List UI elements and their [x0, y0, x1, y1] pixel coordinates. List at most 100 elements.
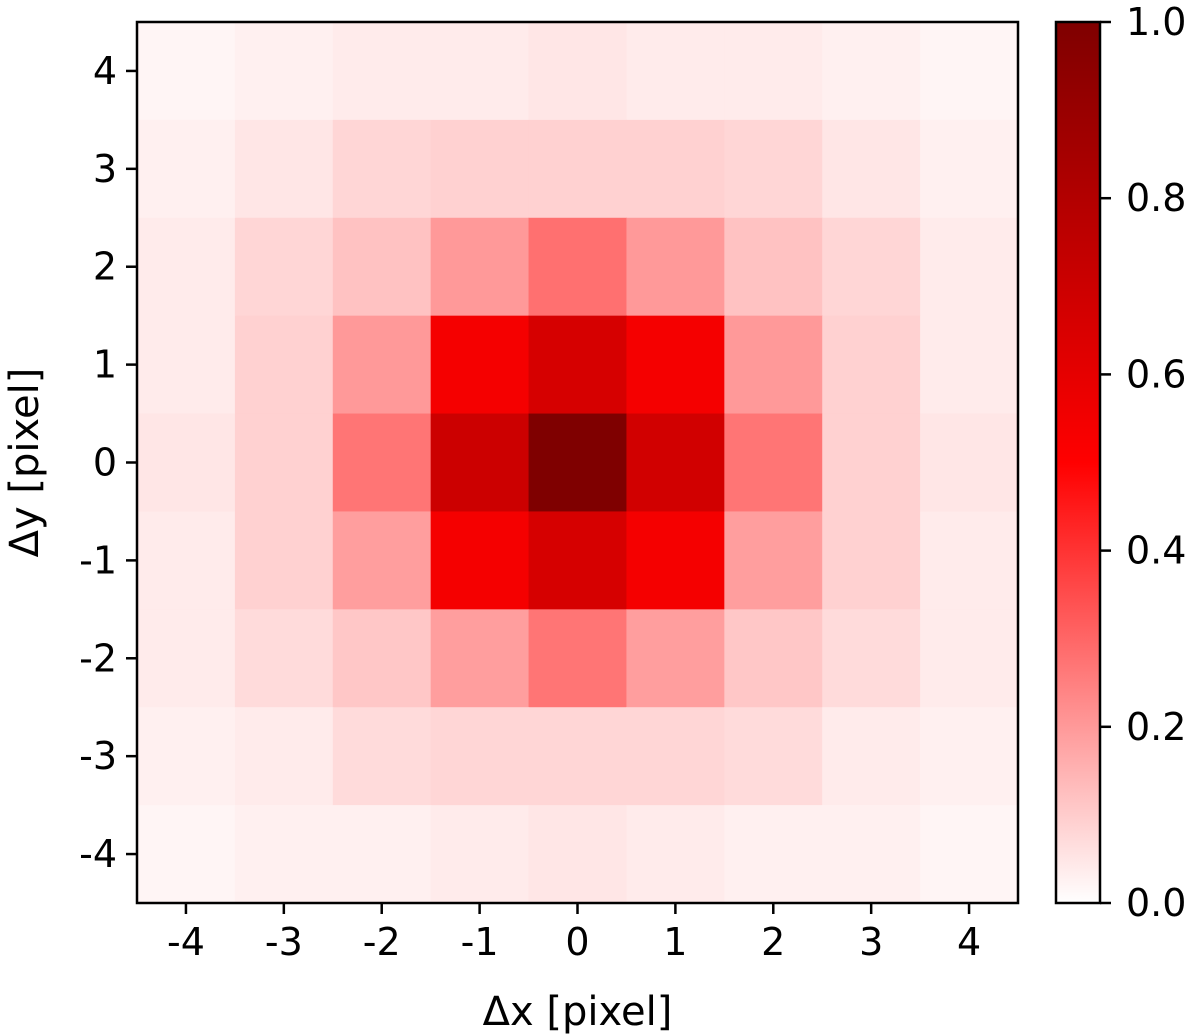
colorbar-tick-label: 0.0: [1126, 881, 1186, 925]
heatmap-cell: [430, 609, 530, 708]
heatmap-cell: [234, 315, 334, 415]
heatmap-cell: [234, 805, 334, 904]
heatmap-cell: [332, 413, 432, 513]
heatmap-cell: [234, 707, 334, 806]
colorbar-tick-label: 0.2: [1126, 705, 1186, 749]
y-tick-label: 2: [93, 245, 117, 289]
heatmap-cell: [626, 511, 725, 610]
x-tick-label: 4: [957, 920, 981, 964]
heatmap-cell: [430, 217, 530, 317]
heatmap-cell: [626, 413, 725, 513]
heatmap-cell: [332, 805, 432, 904]
heatmap-cell: [920, 609, 1019, 708]
heatmap-cell: [332, 707, 432, 806]
heatmap-cell: [528, 511, 628, 610]
colorbar-tick-label: 0.4: [1126, 529, 1186, 573]
heatmap-cell: [332, 22, 432, 121]
heatmap-cell: [430, 805, 530, 904]
heatmap-cell: [920, 511, 1019, 610]
heatmap-cell: [626, 805, 725, 904]
y-tick-label: -3: [79, 734, 117, 778]
x-tick-label: 3: [859, 920, 883, 964]
heatmap-cell: [528, 413, 628, 513]
heatmap-cell: [528, 119, 628, 219]
heatmap-cell: [332, 217, 432, 317]
colorbar-tick-label: 0.6: [1126, 352, 1186, 396]
heatmap-cell: [430, 511, 530, 610]
heatmap-cell: [234, 119, 334, 219]
heatmap-cell: [137, 609, 236, 708]
heatmap-cell: [137, 511, 236, 610]
x-tick-label: -2: [363, 920, 401, 964]
heatmap-cell: [137, 22, 236, 121]
heatmap-cell: [724, 805, 823, 904]
heatmap-cell: [137, 315, 236, 415]
heatmap-cell: [724, 119, 823, 219]
heatmap-cell: [626, 22, 725, 121]
heatmap-cell: [822, 511, 921, 610]
heatmap-cell: [430, 315, 530, 415]
heatmap-cell: [234, 217, 334, 317]
heatmap-cell: [626, 609, 725, 708]
colorbar-tick-label: 1.0: [1126, 0, 1186, 44]
heatmap-cell: [822, 217, 921, 317]
y-tick-label: 0: [93, 441, 117, 485]
heatmap-cell: [920, 217, 1019, 317]
heatmap-cell: [430, 707, 530, 806]
heatmap-cell: [626, 119, 725, 219]
heatmap-cell: [724, 217, 823, 317]
heatmap-cell: [137, 707, 236, 806]
heatmap-cell: [332, 315, 432, 415]
x-tick-label: 1: [663, 920, 687, 964]
heatmap-cell: [724, 707, 823, 806]
x-tick-label: -4: [167, 920, 205, 964]
heatmap-cell: [528, 805, 628, 904]
heatmap-cell: [430, 22, 530, 121]
heatmap-cell: [137, 413, 236, 513]
heatmap-cell: [822, 805, 921, 904]
heatmap-cell: [724, 413, 823, 513]
heatmap-cell: [822, 413, 921, 513]
colorbar-ticks: 0.0 0.2 0.4 0.6 0.8 1.0: [1100, 0, 1186, 925]
y-axis-label: Δy [pixel]: [2, 368, 48, 558]
y-axis-ticks: 4 3 2 1 0 -1 -2 -3 -4: [79, 49, 137, 876]
heatmap-cell: [332, 119, 432, 219]
y-tick-label: -4: [79, 832, 117, 876]
x-tick-label: 2: [761, 920, 785, 964]
heatmap-cell: [822, 315, 921, 415]
heatmap-cell: [528, 22, 628, 121]
colorbar: [1054, 20, 1102, 905]
heatmap-cell: [822, 707, 921, 806]
heatmap-cell: [137, 805, 236, 904]
heatmap-cell: [234, 609, 334, 708]
heatmap-cell: [920, 315, 1019, 415]
heatmap-cell: [332, 511, 432, 610]
x-axis-label: Δx [pixel]: [483, 989, 673, 1035]
heatmap-cells: [137, 22, 1019, 904]
x-axis-ticks: -4 -3 -2 -1 0 1 2 3 4: [167, 903, 981, 964]
heatmap-cell: [626, 217, 725, 317]
heatmap-cell: [822, 119, 921, 219]
heatmap-cell: [920, 805, 1019, 904]
heatmap-cell: [920, 22, 1019, 121]
heatmap-cell: [626, 315, 725, 415]
heatmap-cell: [724, 22, 823, 121]
heatmap-cell: [137, 217, 236, 317]
heatmap-cell: [528, 707, 628, 806]
colorbar-tick-label: 0.8: [1126, 176, 1186, 220]
heatmap-cell: [920, 413, 1019, 513]
y-tick-label: 4: [93, 49, 117, 93]
heatmap-cell: [528, 609, 628, 708]
heatmap-cell: [528, 315, 628, 415]
heatmap-cell: [332, 609, 432, 708]
heatmap-cell: [430, 119, 530, 219]
y-tick-label: 3: [93, 147, 117, 191]
heatmap-cell: [137, 119, 236, 219]
y-tick-label: -2: [79, 636, 117, 680]
heatmap-cell: [724, 609, 823, 708]
heatmap-cell: [920, 119, 1019, 219]
heatmap-cell: [920, 707, 1019, 806]
heatmap-cell: [822, 609, 921, 708]
x-tick-label: -1: [461, 920, 499, 964]
